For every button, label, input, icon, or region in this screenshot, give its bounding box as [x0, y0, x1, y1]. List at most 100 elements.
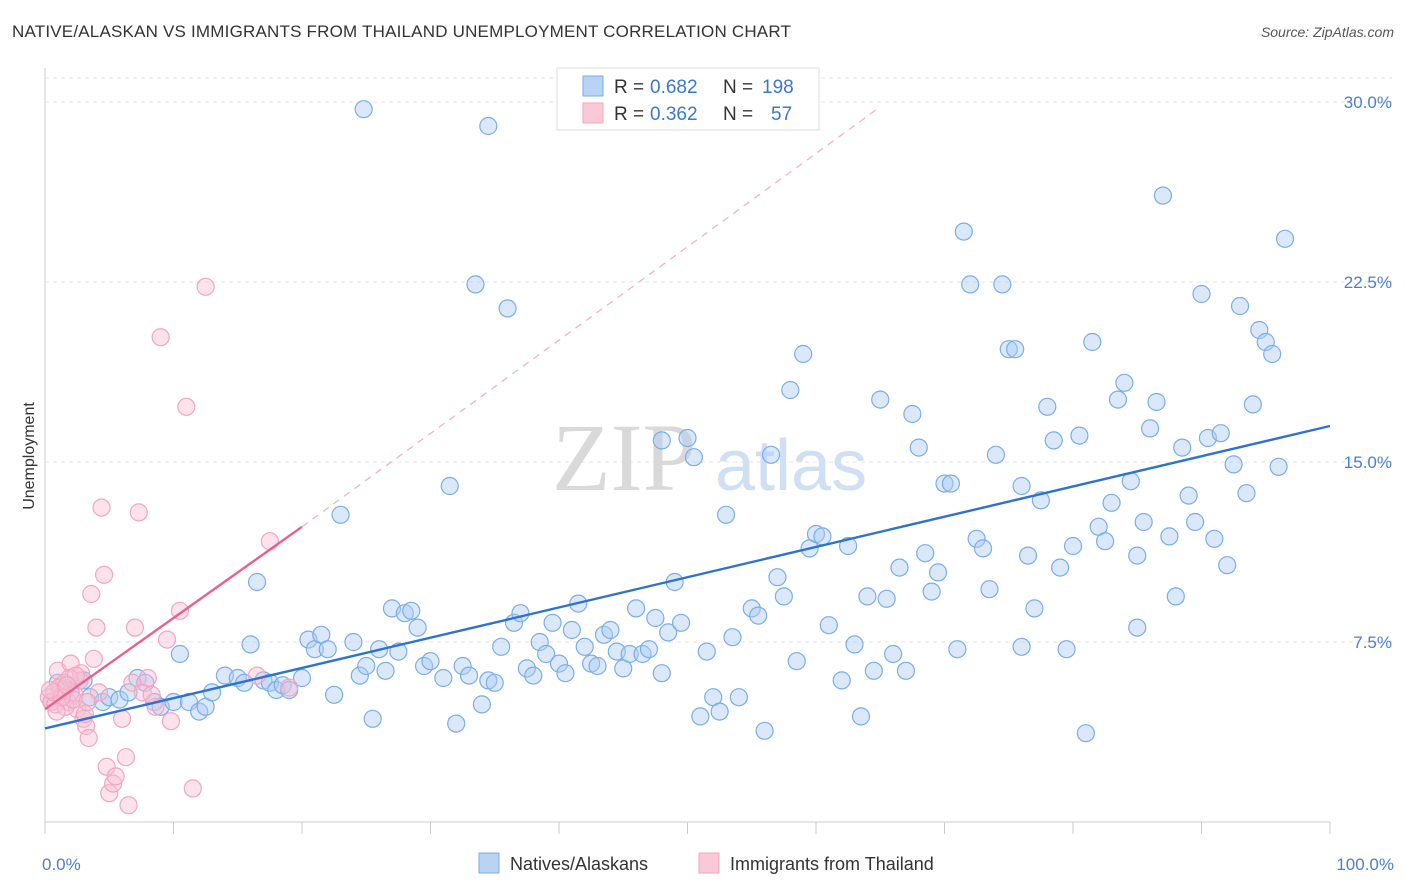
point-natives	[768, 568, 787, 587]
point-natives	[742, 599, 761, 618]
bottom-legend-swatch-blue	[478, 852, 500, 874]
point-thailand	[95, 565, 114, 584]
point-natives	[1166, 587, 1185, 606]
point-natives	[318, 640, 337, 659]
chart-title: NATIVE/ALASKAN VS IMMIGRANTS FROM THAILA…	[12, 22, 792, 41]
point-natives	[845, 635, 864, 654]
x-tick-label-start: 0.0%	[42, 855, 81, 874]
point-natives	[1192, 284, 1211, 304]
point-natives	[1063, 536, 1083, 556]
point-thailand	[78, 692, 97, 712]
point-natives	[350, 666, 369, 685]
point-natives	[1128, 618, 1147, 637]
point-thailand	[125, 618, 145, 637]
point-natives	[1140, 419, 1160, 438]
trend-extension-thailand	[301, 106, 881, 528]
point-thailand	[161, 712, 181, 731]
point-natives	[626, 599, 646, 618]
point-natives	[839, 536, 858, 556]
point-natives	[1025, 599, 1044, 618]
point-natives	[1218, 556, 1237, 575]
point-natives	[588, 656, 607, 676]
point-natives	[466, 275, 485, 294]
point-natives	[851, 707, 871, 726]
point-natives	[1006, 340, 1025, 359]
point-natives	[646, 608, 665, 628]
point-natives	[511, 604, 530, 623]
point-natives	[1263, 344, 1282, 364]
point-natives	[1102, 493, 1121, 512]
point-natives	[1018, 546, 1038, 565]
point-natives	[935, 474, 954, 493]
point-natives	[1012, 476, 1031, 496]
point-natives	[1173, 438, 1192, 457]
grid-lines	[45, 77, 1392, 643]
point-natives	[537, 644, 556, 664]
point-natives	[659, 623, 678, 642]
source-credit: Source: ZipAtlas.com	[1260, 24, 1394, 40]
point-thailand	[82, 584, 101, 604]
trend-line-natives	[44, 424, 1331, 730]
point-natives	[729, 688, 749, 707]
trend-lines	[44, 106, 1331, 730]
point-natives	[864, 661, 883, 680]
point-natives	[421, 652, 440, 671]
point-natives	[1147, 392, 1166, 412]
legend-n-label: N =	[723, 104, 753, 125]
legend-r-label: R =	[614, 77, 644, 98]
legend-r-value-blue: 0.682	[650, 77, 698, 98]
bottom-legend-label-thailand: Immigrants from Thailand	[730, 854, 934, 874]
point-natives	[967, 529, 986, 548]
point-thailand	[129, 503, 148, 522]
y-tick-label: 22.5%	[1344, 273, 1392, 292]
point-thailand	[247, 666, 267, 685]
point-natives	[832, 671, 851, 690]
point-thailand	[57, 676, 76, 695]
point-natives	[247, 572, 267, 592]
point-natives	[1108, 390, 1128, 409]
point-natives	[1211, 424, 1230, 443]
point-natives	[916, 544, 935, 563]
point-natives	[376, 661, 395, 680]
point-natives	[434, 668, 453, 688]
point-natives	[761, 445, 781, 464]
point-natives	[813, 527, 832, 546]
legend-swatch-blue	[582, 75, 604, 97]
point-thailand	[92, 498, 111, 517]
point-natives	[781, 380, 800, 400]
y-tick-label: 15.0%	[1344, 453, 1392, 472]
point-thailand	[56, 697, 75, 716]
point-natives	[517, 659, 536, 678]
point-thailand	[100, 784, 119, 803]
point-natives	[453, 656, 472, 676]
point-natives	[1076, 724, 1095, 743]
bottom-legend: Natives/Alaskans Immigrants from Thailan…	[478, 852, 934, 874]
y-tick-label: 30.0%	[1344, 93, 1392, 112]
point-natives	[1243, 395, 1263, 414]
point-natives	[620, 644, 639, 664]
point-natives	[1057, 640, 1076, 659]
point-thailand	[41, 680, 60, 700]
point-natives	[1044, 431, 1063, 450]
bottom-legend-swatch-pink	[698, 852, 720, 874]
legend-box: R = 0.682 N = 198 R = 0.362 N = 57	[556, 67, 820, 131]
point-thailand	[183, 779, 202, 798]
point-thailand	[116, 748, 136, 767]
point-natives	[1185, 512, 1205, 532]
point-natives	[1083, 332, 1102, 352]
point-natives	[1160, 527, 1179, 546]
watermark-zip: ZIP	[552, 404, 696, 511]
point-natives	[1224, 455, 1243, 474]
point-natives	[354, 100, 373, 119]
trend-line-thailand	[44, 525, 303, 711]
point-thailand	[87, 618, 106, 637]
point-natives	[1205, 529, 1224, 548]
point-natives	[716, 505, 736, 524]
point-natives	[723, 628, 742, 647]
legend-r-label: R =	[614, 104, 644, 125]
point-thailand	[157, 630, 177, 649]
point-natives	[993, 275, 1012, 294]
point-natives	[1070, 426, 1089, 445]
point-thailand	[104, 774, 123, 793]
point-natives	[684, 448, 704, 467]
